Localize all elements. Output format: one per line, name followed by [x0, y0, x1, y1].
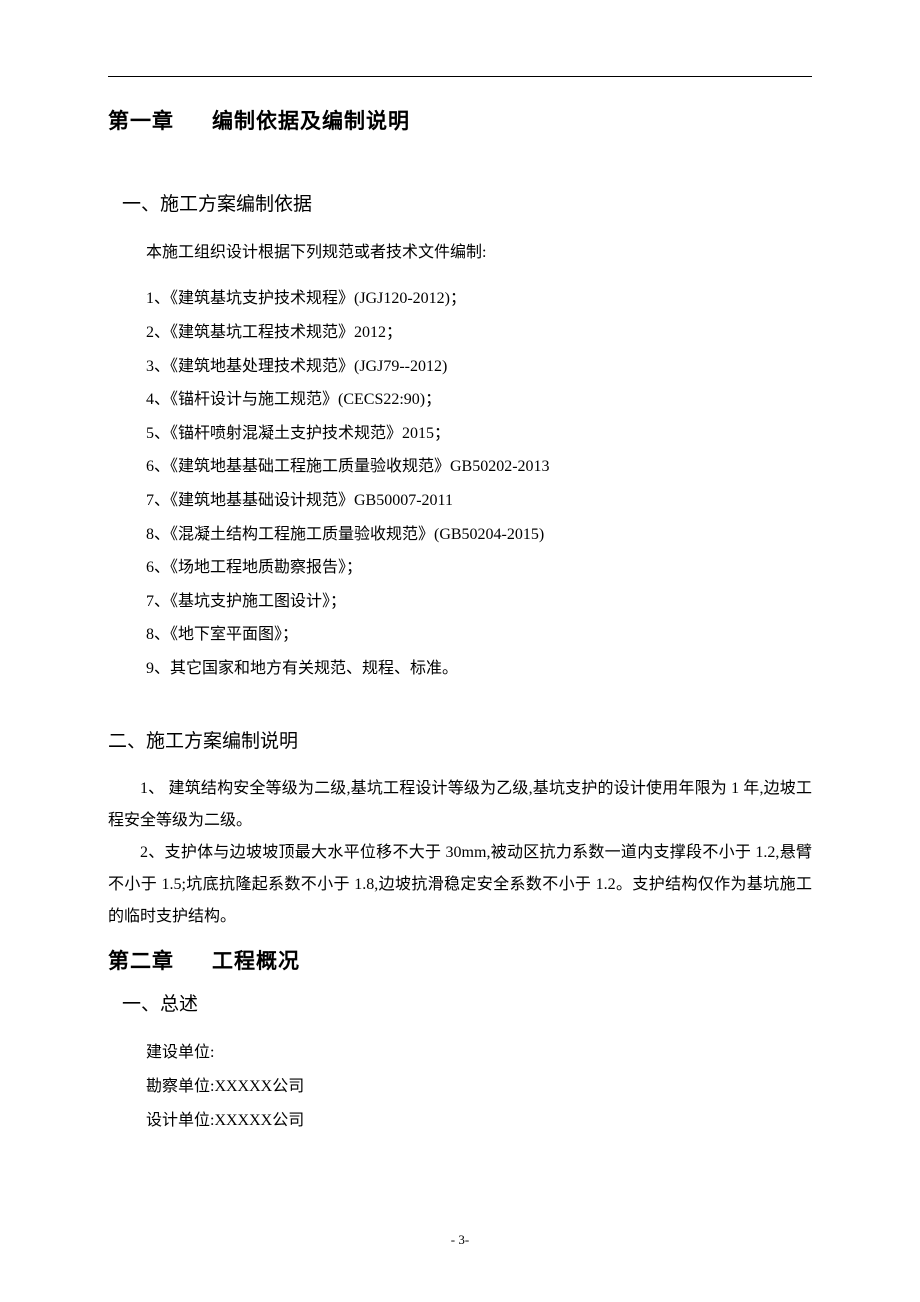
list-item: 1、《建筑基坑支护技术规程》(JGJ120-2012)； — [146, 282, 812, 316]
chapter-1-title: 第一章 编制依据及编制说明 — [108, 105, 812, 135]
document-page: 第一章 编制依据及编制说明 一、施工方案编制依据 本施工组织设计根据下列规范或者技… — [0, 0, 920, 1139]
unit-line: 勘察单位:XXXXX公司 — [146, 1070, 812, 1104]
page-number: - 3- — [0, 1232, 920, 1248]
list-item: 8、《混凝土结构工程施工质量验收规范》(GB50204-2015) — [146, 518, 812, 552]
paragraph: 1、 建筑结构安全等级为二级,基坑工程设计等级为乙级,基坑支护的设计使用年限为 … — [108, 773, 812, 837]
list-item: 3、《建筑地基处理技术规范》(JGJ79--2012) — [146, 350, 812, 384]
chapter-1-prefix: 第一章 — [108, 110, 174, 133]
list-item: 7、《基坑支护施工图设计》； — [146, 585, 812, 619]
list-item: 4、《锚杆设计与施工规范》(CECS22:90)； — [146, 383, 812, 417]
section-3-title: 一、总述 — [122, 989, 812, 1016]
section-2-title: 二、施工方案编制说明 — [108, 726, 812, 753]
list-item: 8、《地下室平面图》； — [146, 618, 812, 652]
list-item: 6、《场地工程地质勘察报告》； — [146, 551, 812, 585]
section-1-title: 一、施工方案编制依据 — [122, 189, 812, 216]
list-item: 2、《建筑基坑工程技术规范》2012； — [146, 316, 812, 350]
chapter-2-title: 第二章 工程概况 — [108, 945, 812, 975]
list-item: 7、《建筑地基基础设计规范》GB50007-2011 — [146, 484, 812, 518]
section-2-body: 1、 建筑结构安全等级为二级,基坑工程设计等级为乙级,基坑支护的设计使用年限为 … — [108, 773, 812, 933]
list-item: 6、《建筑地基基础工程施工质量验收规范》GB50202-2013 — [146, 450, 812, 484]
chapter-1-text: 编制依据及编制说明 — [212, 110, 410, 133]
section-1-intro: 本施工组织设计根据下列规范或者技术文件编制: — [146, 238, 812, 268]
list-item: 9、其它国家和地方有关规范、规程、标准。 — [146, 652, 812, 686]
unit-line: 设计单位:XXXXX公司 — [146, 1104, 812, 1138]
unit-line: 建设单位: — [146, 1036, 812, 1070]
chapter-2-text: 工程概况 — [212, 950, 300, 973]
chapter-2-prefix: 第二章 — [108, 950, 174, 973]
list-item: 5、《锚杆喷射混凝土支护技术规范》2015； — [146, 417, 812, 451]
paragraph: 2、支护体与边坡坡顶最大水平位移不大于 30mm,被动区抗力系数一道内支撑段不小… — [108, 837, 812, 933]
top-rule — [108, 76, 812, 77]
